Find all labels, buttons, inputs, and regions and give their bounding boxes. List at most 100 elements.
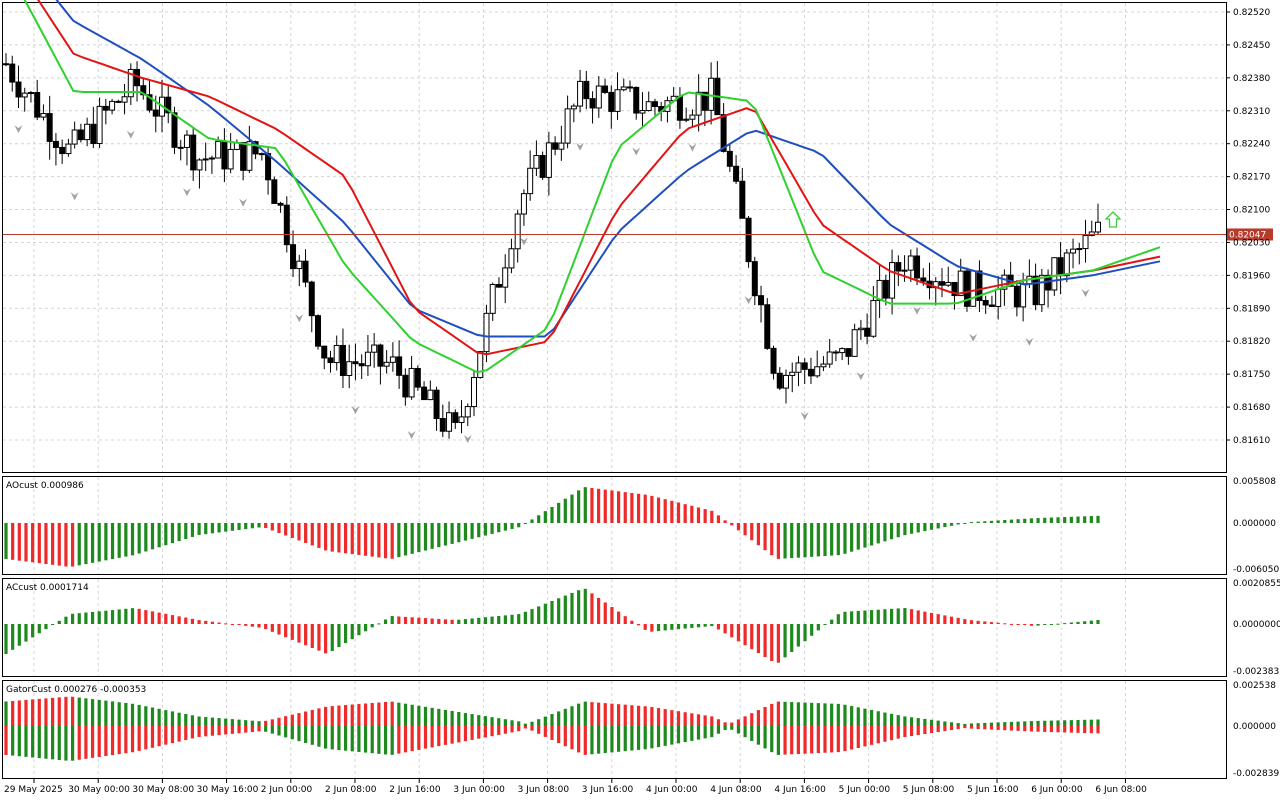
- ac-bar: [337, 624, 341, 648]
- gator-bar-upper: [856, 707, 860, 726]
- fractal-down-icon: [913, 306, 922, 315]
- ac-bar: [250, 624, 254, 627]
- ao-bar: [264, 523, 268, 529]
- candle-body: [1063, 252, 1070, 277]
- time-tick-label: 3 Jun 00:00: [453, 785, 505, 795]
- gator-bar-upper: [730, 722, 734, 726]
- gator-bar-lower: [117, 726, 121, 755]
- fractal-down-icon: [800, 412, 809, 421]
- ao-bar: [490, 523, 494, 534]
- ao-panel-frame[interactable]: [2, 476, 1227, 575]
- gator-bar-upper: [803, 702, 807, 726]
- time-tick-label: 5 Jun 08:00: [903, 785, 955, 795]
- ac-bar: [463, 619, 468, 624]
- candle-body: [851, 329, 858, 357]
- ao-bar: [783, 523, 787, 559]
- gator-bar-lower: [370, 726, 374, 754]
- candle-body: [240, 142, 247, 171]
- ac-bar: [610, 607, 614, 624]
- gator-bar-lower: [57, 726, 61, 760]
- candle-body: [296, 260, 303, 270]
- fractal-down-icon: [856, 372, 865, 381]
- ac-bar: [989, 622, 994, 624]
- candle-body: [495, 284, 502, 288]
- gator-bar-lower: [157, 726, 161, 747]
- gator-panel-frame[interactable]: [2, 680, 1227, 779]
- gator-bar-upper: [750, 713, 754, 726]
- ao-bar: [1096, 515, 1100, 523]
- gator-bar-lower: [1076, 726, 1080, 733]
- price-panel-frame[interactable]: [2, 2, 1227, 473]
- candle-body: [315, 315, 321, 347]
- ao-bar: [164, 523, 168, 546]
- candle-body: [227, 148, 234, 170]
- price-tick-label: 0.82170: [1233, 173, 1270, 183]
- ao-bar: [297, 523, 301, 541]
- gator-bar-upper: [70, 696, 75, 726]
- gator-bar-upper: [1069, 720, 1073, 726]
- gator-bar-upper: [916, 718, 920, 726]
- candle-body: [533, 155, 540, 169]
- ac-bar: [983, 621, 987, 624]
- candle-body: [190, 134, 197, 171]
- ao-bar: [357, 523, 361, 555]
- ac-bar: [184, 617, 188, 624]
- gator-bar-lower: [1036, 726, 1040, 732]
- candle-body: [745, 217, 752, 263]
- gator-bar-lower: [863, 726, 867, 747]
- gator-bar-upper: [417, 705, 421, 726]
- ac-bar: [703, 624, 707, 627]
- gator-bar-lower: [856, 726, 860, 748]
- gator-bar-lower: [363, 726, 368, 753]
- gator-bar-upper: [530, 721, 534, 726]
- candle-body: [271, 179, 278, 204]
- time-tick-label: 3 Jun 08:00: [518, 785, 570, 795]
- ac-bar: [477, 617, 481, 624]
- gator-bar-lower: [710, 726, 714, 738]
- ao-bar: [230, 523, 234, 531]
- candle-body: [726, 150, 733, 167]
- ac-bar: [823, 624, 827, 625]
- ac-bar: [64, 616, 68, 624]
- gator-bar-upper: [770, 703, 774, 726]
- candle-body: [1082, 235, 1089, 250]
- candle-body: [882, 279, 889, 299]
- ao-bar: [1049, 517, 1053, 523]
- gator-bar-lower: [477, 726, 481, 739]
- ac-bar: [850, 611, 854, 624]
- gator-bar-lower: [430, 726, 434, 748]
- gator-bar-upper: [830, 703, 834, 726]
- fractal-down-icon: [969, 333, 978, 342]
- candle-body: [945, 281, 952, 286]
- gator-bar-upper: [97, 699, 101, 726]
- ac-bar: [370, 624, 374, 628]
- gator-bar-upper: [397, 702, 401, 726]
- candle-body: [695, 91, 702, 116]
- gator-bar-lower: [550, 726, 554, 740]
- gator-bar-lower: [690, 726, 694, 741]
- ac-bar: [457, 619, 461, 624]
- ac-bar: [51, 624, 55, 625]
- ac-panel-frame[interactable]: [2, 578, 1227, 677]
- candle-body: [920, 277, 927, 282]
- candle-body: [471, 376, 477, 408]
- gator-bar-lower: [943, 726, 947, 732]
- candle-body: [364, 351, 371, 367]
- ac-bar: [11, 624, 15, 650]
- gator-bar-upper: [983, 722, 987, 726]
- gator-bar-upper: [477, 715, 481, 726]
- gator-tick-top: 0.002538: [1233, 681, 1276, 691]
- gator-bar-lower: [277, 726, 281, 736]
- ac-bar: [716, 624, 721, 630]
- ao-bar: [110, 523, 115, 560]
- gator-bar-lower: [450, 726, 454, 744]
- ac-bar: [224, 623, 228, 625]
- gator-bar-upper: [104, 700, 108, 726]
- ao-bar: [610, 490, 614, 523]
- ac-bar: [104, 610, 108, 624]
- ac-bar: [1043, 624, 1047, 625]
- gator-bar-upper: [503, 719, 507, 726]
- ac-bar: [70, 613, 75, 624]
- ac-bar: [1036, 624, 1040, 626]
